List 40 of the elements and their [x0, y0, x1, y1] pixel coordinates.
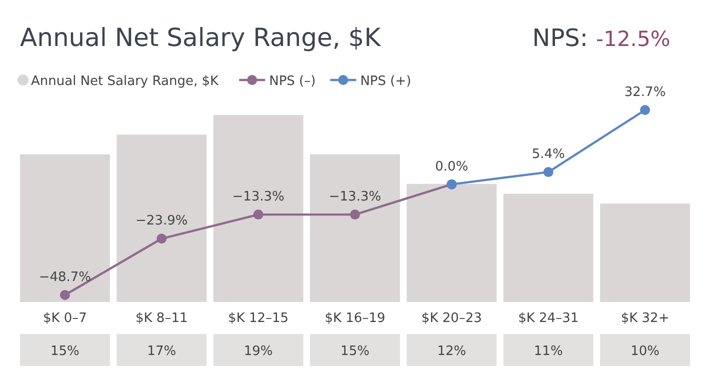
data-label: 32.7%: [624, 85, 666, 100]
data-label: 11%: [534, 344, 563, 359]
point: [156, 234, 167, 244]
x-tick-label: $K 0–7: [42, 311, 87, 326]
data-label: 10%: [630, 344, 660, 359]
point: [253, 210, 264, 220]
bar: [503, 194, 594, 302]
data-label: −13.3%: [328, 190, 382, 205]
data-label: 19%: [244, 344, 273, 359]
data-label: 17%: [147, 344, 176, 359]
x-tick-label: $K 8–11: [136, 311, 188, 326]
legend-label: Annual Net Salary Range, $K: [31, 74, 219, 89]
bar: [406, 184, 497, 302]
point: [60, 290, 70, 300]
bar: [20, 154, 110, 302]
text: -12.5%: [596, 27, 670, 51]
legend-label: NPS (–): [269, 74, 316, 89]
data-label: 15%: [50, 344, 80, 359]
point: [543, 167, 554, 178]
data-label: −48.7%: [38, 270, 92, 285]
bar: [213, 115, 304, 302]
legend-label: NPS (+): [360, 74, 412, 89]
data-label: −23.9%: [136, 214, 188, 229]
text: NPS:: [532, 24, 588, 52]
point: [350, 210, 360, 220]
bar: [600, 204, 690, 302]
chart-title: Annual Net Salary Range, $K: [20, 23, 382, 52]
x-tick-label: $K 12–15: [228, 311, 289, 326]
bar: [116, 134, 207, 302]
data-label: −13.3%: [232, 190, 284, 205]
x-tick-label: $K 32+: [620, 311, 670, 326]
bar: [310, 154, 400, 302]
x-tick-label: $K 20–23: [421, 311, 482, 326]
point: [640, 105, 650, 115]
x-tick-label: $K 16–19: [324, 311, 386, 326]
data-label: 5.4%: [532, 147, 565, 162]
data-label: 12%: [437, 344, 466, 359]
x-tick-label: $K 24–31: [518, 311, 579, 326]
data-label: 0.0%: [435, 159, 468, 174]
data-label: 15%: [340, 344, 370, 359]
